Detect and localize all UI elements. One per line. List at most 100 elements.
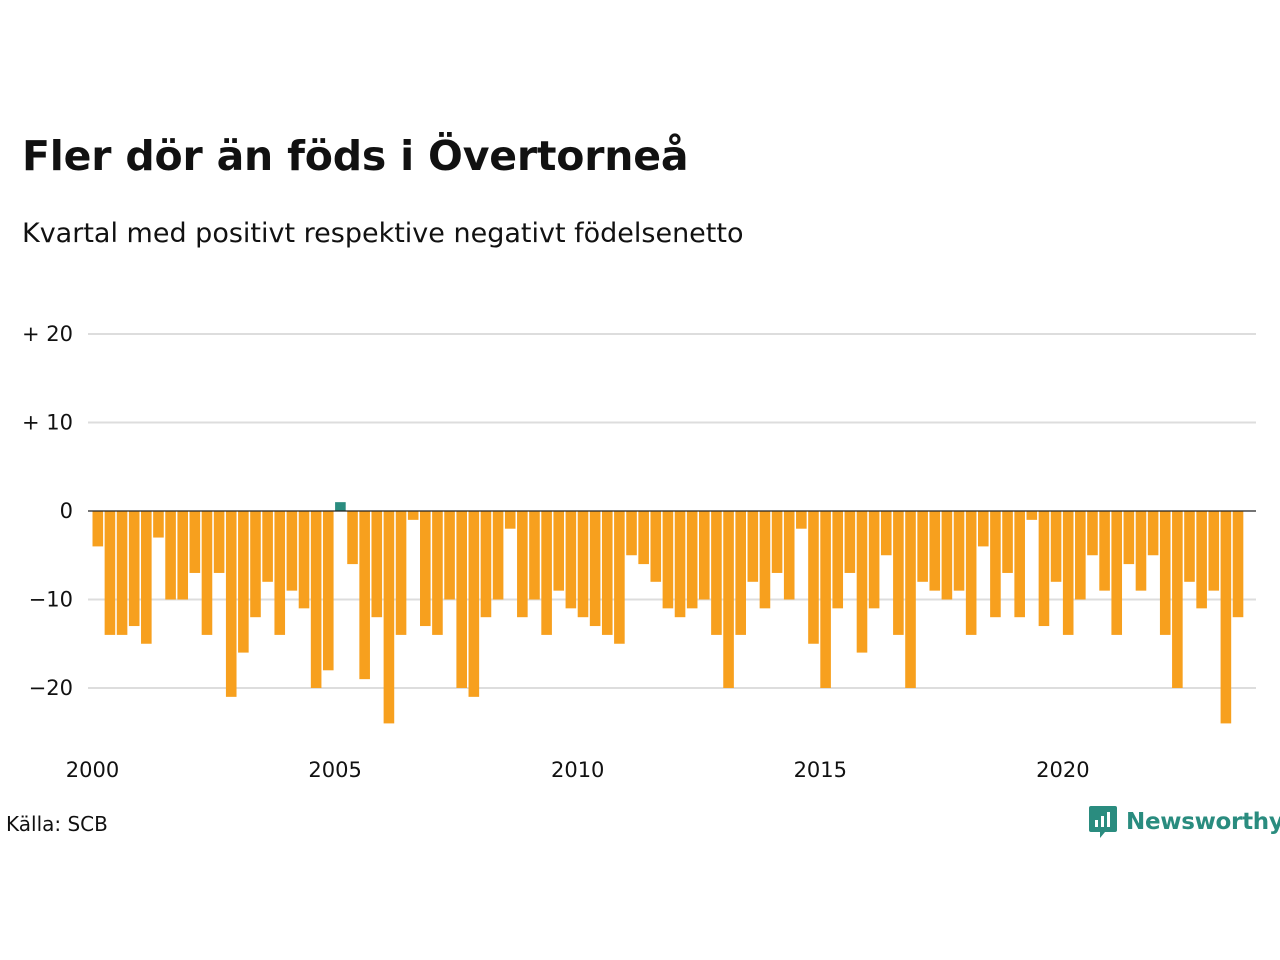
brand-name: Newsworthy	[1126, 809, 1280, 835]
bar: 2010 K1: -12	[577, 511, 589, 618]
bar: 2004 K4: -18	[322, 511, 334, 671]
bar: 2018 K1: -14	[965, 511, 977, 635]
bar: 2006 K2: -14	[395, 511, 407, 635]
bar: 2017 K4: -9	[953, 511, 965, 591]
bars: 2000 K1: -42000 K2: -142000 K3: -142000 …	[92, 502, 1244, 724]
y-tick-label: 0	[60, 499, 73, 523]
x-tick-label: 2005	[308, 758, 361, 782]
x-tick-label: 2010	[551, 758, 604, 782]
bar: 2012 K4: -14	[711, 511, 722, 635]
bar: 2012 K2: -11	[686, 511, 698, 609]
bar: 2017 K3: -10	[941, 511, 953, 600]
bar: 2005 K1: 1	[335, 502, 346, 511]
bar: 2013 K3: -8	[747, 511, 759, 582]
bar: 2018 K2: -4	[977, 511, 989, 547]
bar: 2008 K3: -2	[504, 511, 516, 529]
bar: 2014 K2: -10	[783, 511, 795, 600]
bar: 2015 K1: -20	[820, 511, 831, 688]
bar: 2015 K3: -7	[844, 511, 856, 573]
bar: 2019 K3: -13	[1038, 511, 1050, 627]
bar: 2005 K2: -6	[347, 511, 358, 565]
bar: 2014 K4: -15	[808, 511, 819, 644]
bar: 2022 K2: -20	[1172, 511, 1183, 688]
chart-subtitle: Kvartal med positivt respektive negativt…	[22, 218, 744, 249]
bar: 2019 K1: -12	[1014, 511, 1025, 618]
brand-logo[interactable]: Newsworthy	[1088, 804, 1280, 840]
bar: 2011 K3: -8	[650, 511, 662, 582]
bar: 2000 K2: -14	[104, 511, 116, 635]
bar: 2021 K2: -6	[1123, 511, 1135, 565]
bar: 2003 K3: -8	[262, 511, 273, 582]
bar: 2008 K1: -12	[480, 511, 492, 618]
bar: 2010 K4: -15	[614, 511, 625, 644]
bar: 2011 K4: -11	[662, 511, 674, 609]
bar: 2002 K3: -7	[213, 511, 225, 573]
bar: 2020 K1: -14	[1062, 511, 1074, 635]
bar: 2017 K2: -9	[929, 511, 941, 591]
bar: 2000 K3: -14	[116, 511, 128, 635]
y-tick-label: −20	[29, 676, 73, 700]
axes: + 20 + 10 0 −10 −20 2000 2005 2010 2015 2020	[22, 322, 1256, 782]
bar: 2016 K2: -5	[880, 511, 892, 556]
bar: 2016 K3: -14	[893, 511, 904, 635]
bar: 2014 K1: -7	[771, 511, 783, 573]
bar: 2004 K2: -11	[298, 511, 310, 609]
bar: 2007 K2: -10	[444, 511, 455, 600]
bar: 2022 K3: -8	[1184, 511, 1195, 582]
bar: 2010 K2: -13	[589, 511, 601, 627]
bar: 2009 K4: -11	[565, 511, 577, 609]
bar: 2018 K4: -7	[1002, 511, 1013, 573]
bar: 2013 K1: -20	[723, 511, 734, 688]
bar: 2012 K1: -12	[674, 511, 686, 618]
bar: 2023 K2: -24	[1220, 511, 1232, 724]
bar: 2020 K3: -5	[1087, 511, 1098, 556]
bar: 2022 K1: -14	[1159, 511, 1171, 635]
bar: 2006 K3: -1	[407, 511, 419, 520]
bar: 2000 K1: -4	[92, 511, 104, 547]
x-tick-label: 2020	[1036, 758, 1089, 782]
bar: 2001 K3: -10	[165, 511, 176, 600]
bar-chart: 2000 K1: -42000 K2: -142000 K3: -142000 …	[22, 322, 1256, 782]
bar: 2003 K1: -16	[238, 511, 249, 653]
bar: 2005 K3: -19	[359, 511, 370, 680]
bar: 2021 K4: -5	[1147, 511, 1159, 556]
bar: 2011 K1: -5	[626, 511, 637, 556]
bar: 2002 K4: -21	[225, 511, 237, 697]
x-tick-label: 2015	[794, 758, 847, 782]
bar: 2001 K2: -3	[153, 511, 164, 538]
bar: 2007 K3: -20	[456, 511, 467, 688]
bar: 2018 K3: -12	[990, 511, 1001, 618]
bar: 2022 K4: -11	[1196, 511, 1207, 609]
chart-title: Fler dör än föds i Övertorneå	[22, 132, 689, 180]
bar: 2010 K3: -14	[601, 511, 613, 635]
x-tick-label: 2000	[66, 758, 119, 782]
y-tick-label: + 20	[22, 322, 73, 346]
bar: 2009 K2: -14	[541, 511, 552, 635]
bar: 2007 K4: -21	[468, 511, 480, 697]
bar: 2002 K2: -14	[201, 511, 213, 635]
bar: 2012 K3: -10	[699, 511, 710, 600]
bar: 2003 K4: -14	[274, 511, 286, 635]
bar: 2023 K1: -9	[1208, 511, 1220, 591]
bar: 2001 K1: -15	[141, 511, 152, 644]
newsworthy-logo-icon	[1089, 806, 1117, 838]
bar: 2006 K4: -13	[420, 511, 431, 627]
bar: 2023 K3: -12	[1232, 511, 1244, 618]
bar: 2009 K3: -9	[553, 511, 565, 591]
bar: 2020 K4: -9	[1099, 511, 1110, 591]
bar: 2002 K1: -7	[189, 511, 201, 573]
bar: 2016 K1: -11	[868, 511, 880, 609]
bar: 2008 K4: -12	[517, 511, 528, 618]
bar: 2000 K4: -13	[128, 511, 140, 627]
bar: 2013 K2: -14	[735, 511, 746, 635]
bar: 2011 K2: -6	[638, 511, 649, 565]
y-tick-label: + 10	[22, 411, 73, 435]
bar: 2001 K4: -10	[177, 511, 189, 600]
bar: 2009 K1: -10	[529, 511, 540, 600]
source-note: Källa: SCB	[6, 812, 108, 836]
y-tick-label: −10	[29, 588, 73, 612]
bar: 2005 K4: -12	[371, 511, 383, 618]
bar: 2015 K4: -16	[856, 511, 868, 653]
bar: 2019 K2: -1	[1026, 511, 1038, 520]
bar: 2019 K4: -8	[1050, 511, 1062, 582]
